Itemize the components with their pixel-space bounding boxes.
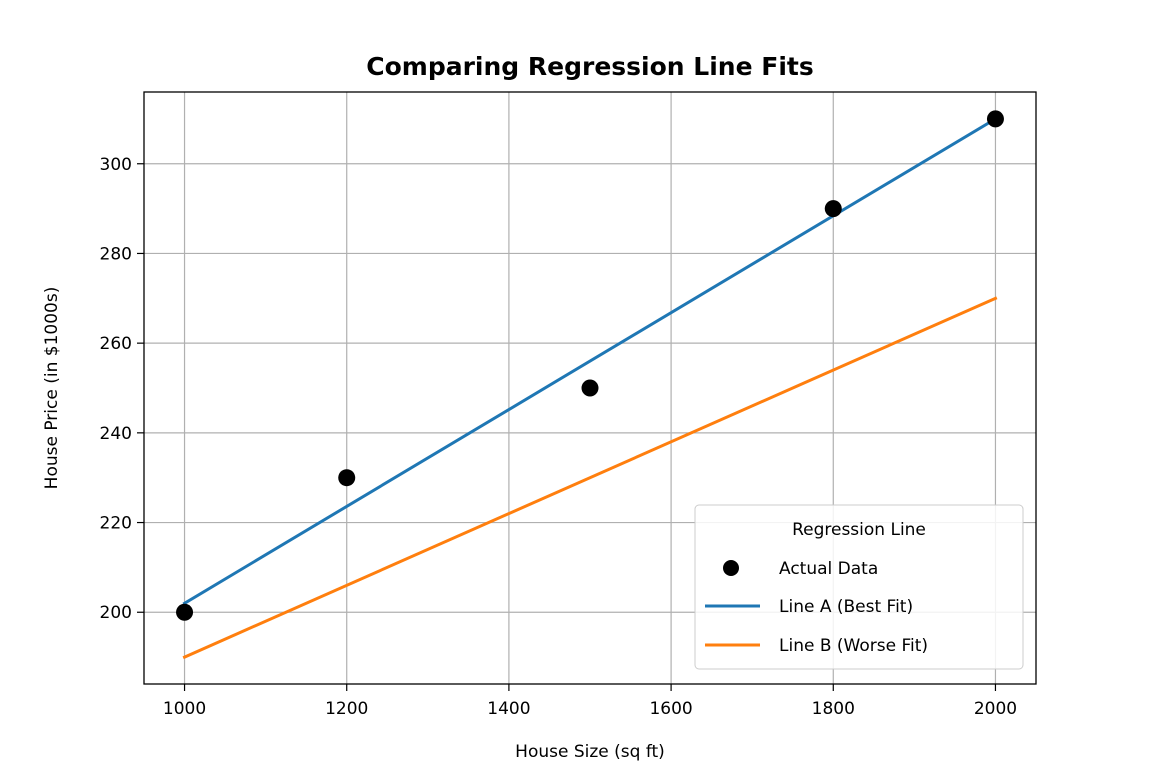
y-tick-label: 240 — [100, 424, 132, 444]
legend-label-actual-data: Actual Data — [779, 559, 878, 579]
plot-frame — [143, 91, 1037, 685]
x-axis-label: House Size (sq ft) — [515, 742, 665, 762]
x-tick-label: 2000 — [974, 699, 1017, 719]
legend-label-line-a: Line A (Best Fit) — [779, 597, 913, 617]
line-a-best-fit — [182, 116, 998, 606]
data-point — [338, 469, 356, 487]
data-point — [824, 200, 842, 218]
regression-lines — [182, 116, 998, 660]
legend-title: Regression Line — [792, 520, 926, 540]
data-point — [176, 603, 194, 621]
scatter-points — [176, 110, 1004, 621]
line-b-worse-fit — [182, 296, 998, 660]
y-tick-label: 220 — [100, 514, 132, 534]
y-axis-label: House Price (in $1000s) — [42, 287, 62, 490]
grid-lines — [144, 92, 1036, 684]
legend: Regression Line Actual Data Line A (Best… — [694, 504, 1024, 670]
legend-label-line-b: Line B (Worse Fit) — [779, 636, 928, 656]
x-tick-label: 1000 — [163, 699, 206, 719]
y-tick-label: 300 — [100, 155, 132, 175]
y-tick-label: 260 — [100, 334, 132, 354]
chart-title: Comparing Regression Line Fits — [366, 52, 813, 81]
x-tick-label: 1800 — [812, 699, 855, 719]
x-tick-label: 1400 — [487, 699, 530, 719]
legend-marker-actual-data — [723, 560, 739, 576]
x-tick-label: 1600 — [649, 699, 692, 719]
data-point — [986, 110, 1004, 128]
y-tick-label: 200 — [100, 603, 132, 623]
y-axis-ticks: 200 220 240 260 280 300 — [100, 155, 144, 623]
x-tick-label: 1200 — [325, 699, 368, 719]
data-point — [581, 379, 599, 397]
y-tick-label: 280 — [100, 244, 132, 264]
legend-box — [694, 504, 1024, 670]
x-axis-ticks: 1000 1200 1400 1600 1800 2000 — [163, 684, 1017, 719]
